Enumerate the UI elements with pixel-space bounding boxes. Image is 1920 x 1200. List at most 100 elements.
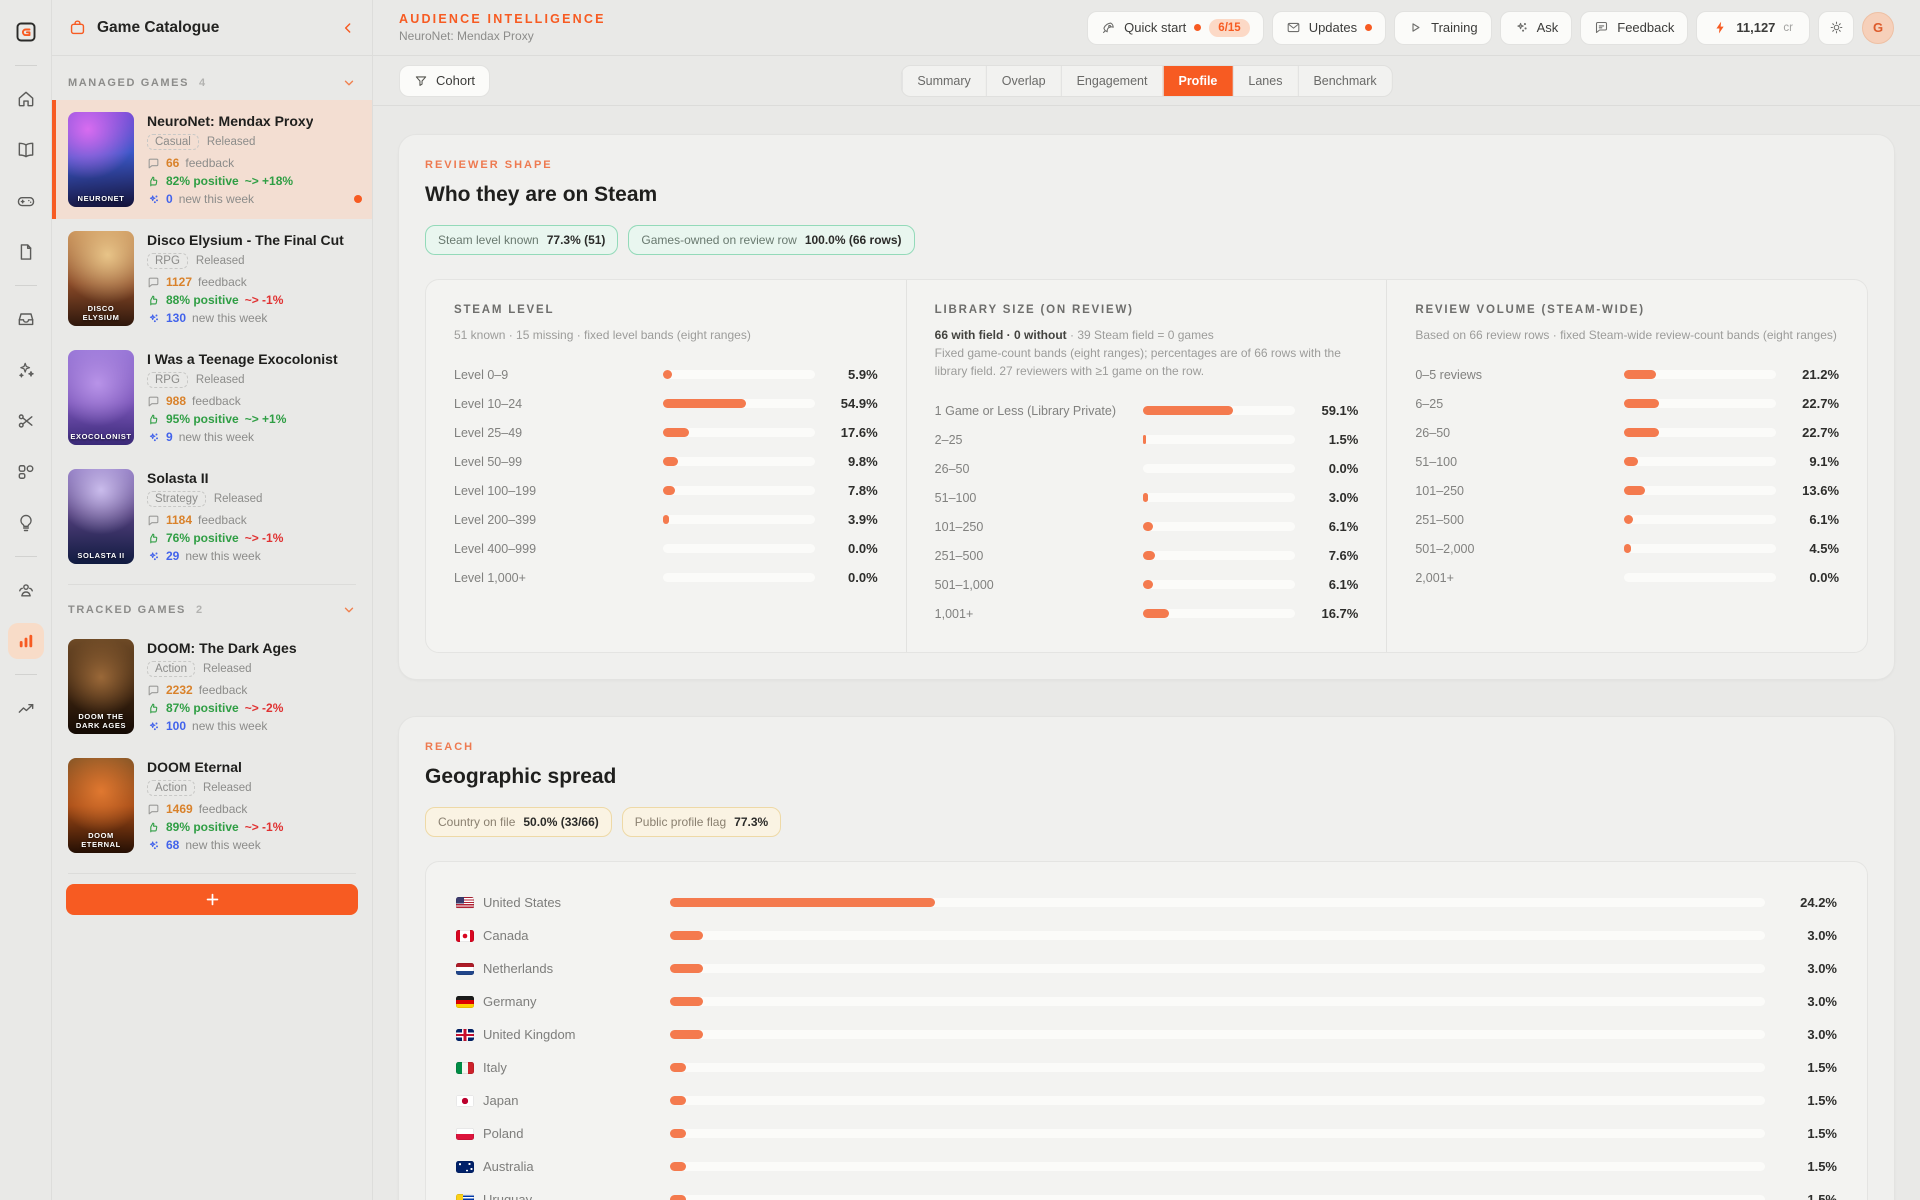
main-area: AUDIENCE INTELLIGENCE NeuroNet: Mendax P…: [373, 0, 1920, 1200]
bar-fill: [1143, 551, 1155, 560]
stat-percent: 6.1%: [1328, 519, 1359, 534]
chevron-down-icon[interactable]: [342, 603, 356, 617]
thumbs-up-icon: [150, 533, 158, 543]
boards-icon[interactable]: [8, 454, 44, 490]
game-cover-art: EXOCOLONIST: [68, 350, 134, 445]
game-card[interactable]: DOOM ETERNAL DOOM Eternal Action Release…: [52, 746, 372, 865]
country-label: Canada: [483, 928, 529, 943]
library-book-icon[interactable]: [8, 132, 44, 168]
feedback-stat: 988 feedback: [147, 394, 338, 408]
managed-games-list: NEURONET NeuroNet: Mendax Proxy Casual R…: [52, 100, 372, 576]
view-tab[interactable]: Profile: [1162, 65, 1233, 96]
stat-row: 51–100 9.1%: [1415, 447, 1839, 476]
home-icon[interactable]: [8, 81, 44, 117]
stat-percent: 3.0%: [1328, 490, 1359, 505]
view-tab[interactable]: Benchmark: [1297, 65, 1391, 96]
game-card[interactable]: EXOCOLONIST I Was a Teenage Exocolonist …: [52, 338, 372, 457]
ask-button[interactable]: Ask: [1499, 10, 1573, 45]
stat-label: Level 50–99: [454, 454, 523, 469]
credits-pill[interactable]: 11,127 cr: [1696, 10, 1810, 45]
app-logo[interactable]: [8, 14, 44, 50]
mail-icon: [1287, 22, 1300, 33]
stat-label: 26–50: [934, 461, 970, 476]
country-percent: 1.5%: [1807, 1192, 1837, 1200]
cohort-button[interactable]: Cohort: [399, 64, 491, 97]
feedback-stat: 1469 feedback: [147, 802, 283, 816]
bar-fill: [1624, 544, 1631, 553]
bar-track: [670, 1129, 1765, 1138]
bag-icon: [70, 20, 85, 35]
feedback-word: feedback: [198, 683, 248, 697]
managed-games-header[interactable]: MANAGED GAMES 4: [52, 66, 372, 100]
scissors-icon[interactable]: [8, 403, 44, 439]
updates-button[interactable]: Updates: [1271, 10, 1387, 45]
collapse-panel-icon[interactable]: [340, 20, 356, 36]
stat-row: 2,001+ 0.0%: [1415, 563, 1839, 592]
country-percent: 3.0%: [1807, 1027, 1837, 1042]
stat-row: 26–50 22.7%: [1415, 418, 1839, 447]
training-button[interactable]: Training: [1394, 10, 1492, 45]
dashboard-content: REVIEWER SHAPE Who they are on Steam Ste…: [373, 106, 1920, 1200]
new-this-week-count: 130: [166, 311, 187, 325]
game-cover-label: NEURONET: [77, 194, 125, 203]
game-card[interactable]: SOLASTA II Solasta II Strategy Released …: [52, 457, 372, 576]
chip-value: 77.3% (51): [546, 233, 606, 247]
analytics-icon[interactable]: [7, 623, 44, 659]
feedback-count: 1127: [166, 275, 193, 289]
country-label: United Kingdom: [483, 1027, 576, 1042]
bar-track: [1143, 435, 1296, 444]
stat-label: 251–500: [934, 548, 984, 563]
country-flag-icon: [456, 1193, 474, 1200]
country-label: Uruguay: [483, 1192, 533, 1200]
comment-icon: [148, 804, 159, 814]
chart-subtitle: 66 with field · 0 without · 39 Steam fie…: [935, 326, 1359, 380]
thumbs-up-icon: [150, 414, 158, 424]
community-icon[interactable]: [8, 572, 44, 608]
view-tab[interactable]: Engagement: [1060, 65, 1163, 96]
reviewer-shape-panel: STEAM LEVEL 51 known · 15 missing · fixe…: [425, 279, 1868, 653]
trend-delta: ~> -1%: [244, 820, 284, 834]
chevron-down-icon[interactable]: [342, 76, 356, 90]
stat-row: Level 0–9 5.9%: [454, 360, 878, 389]
lightbulb-icon[interactable]: [8, 505, 44, 541]
country-percent: 1.5%: [1807, 1060, 1837, 1075]
trend-icon[interactable]: [8, 690, 44, 726]
document-icon[interactable]: [8, 234, 44, 270]
release-status-tag: Released: [206, 136, 256, 148]
stat-row: 1 Game or Less (Library Private) 59.1%: [935, 396, 1359, 425]
add-game-button[interactable]: [66, 884, 358, 915]
reach-card: REACH Geographic spread Country on file …: [398, 716, 1895, 1200]
stat-row: 6–25 22.7%: [1415, 389, 1839, 418]
country-percent: 3.0%: [1807, 928, 1837, 943]
stat-row: Level 100–199 7.8%: [454, 476, 878, 505]
comment-icon: [148, 158, 159, 168]
game-card[interactable]: NEURONET NeuroNet: Mendax Proxy Casual R…: [52, 100, 372, 219]
managed-games-count: 4: [199, 77, 207, 89]
feedback-word: feedback: [198, 802, 248, 816]
stat-label: Level 1,000+: [454, 570, 526, 585]
sparkles-icon[interactable]: [8, 352, 44, 388]
view-tab[interactable]: Overlap: [985, 65, 1061, 96]
stat-row: Level 1,000+ 0.0%: [454, 563, 878, 592]
game-card[interactable]: DISCO ELYSIUM Disco Elysium - The Final …: [52, 219, 372, 338]
view-tab[interactable]: Lanes: [1232, 65, 1297, 96]
chart-title: STEAM LEVEL: [454, 304, 555, 316]
stat-label: Level 400–999: [454, 541, 537, 556]
country-flag-icon: [456, 995, 474, 1008]
sparkle-cluster-icon: [149, 721, 158, 730]
quick-start-button[interactable]: Quick start 6/15: [1087, 10, 1264, 45]
feedback-button[interactable]: Feedback: [1580, 10, 1689, 45]
gamepad-icon[interactable]: [8, 183, 44, 219]
game-cover-art: DISCO ELYSIUM: [68, 231, 134, 326]
game-title: DOOM: The Dark Ages: [147, 640, 297, 656]
theme-toggle-button[interactable]: [1818, 10, 1854, 45]
updates-label: Updates: [1308, 20, 1358, 35]
tracked-games-header[interactable]: TRACKED GAMES 2: [52, 593, 372, 627]
user-avatar[interactable]: G: [1862, 11, 1894, 44]
inbox-icon[interactable]: [8, 301, 44, 337]
bar-fill: [1624, 370, 1657, 379]
view-tab[interactable]: Summary: [901, 65, 985, 96]
bar-track: [1624, 370, 1777, 379]
bar-fill: [1624, 399, 1659, 408]
game-card[interactable]: DOOM THE DARK AGES DOOM: The Dark Ages A…: [52, 627, 372, 746]
